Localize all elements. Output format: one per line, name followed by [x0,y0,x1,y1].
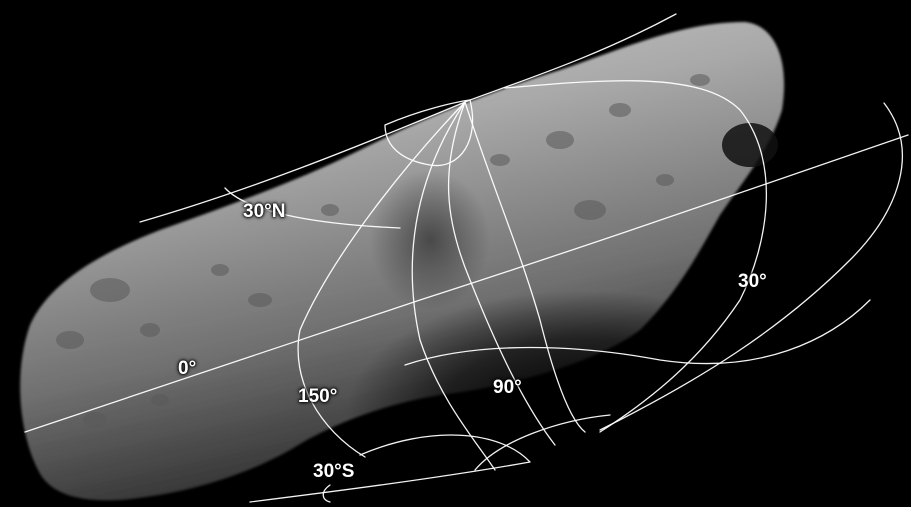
latitude-30s-line [249,434,531,503]
right-arc [599,102,903,431]
latitude-30n-line [224,187,401,229]
label-30n: 30°N [243,201,286,222]
label-30: 30° [738,271,767,292]
label-150: 150° [298,386,338,407]
meridian-60 [447,101,556,446]
label-90: 90° [493,377,522,398]
craters [56,74,710,428]
lower-arc [404,299,871,366]
meridian-30 [504,80,768,433]
equator-line [24,134,909,433]
label-0: 0° [178,358,197,379]
dark-crater [722,123,778,167]
asteroid-shadow [306,239,706,443]
coordinate-grid [24,13,909,503]
label-30s: 30°S [313,461,355,482]
meridian-150 [297,101,466,458]
pole-loop [384,99,474,167]
saddle-crater [370,170,490,310]
meridian-90 [464,101,586,433]
southern-arc [474,414,611,471]
meridian-120 [411,101,496,471]
latitude-30n-upper [139,13,677,223]
south-tick [322,484,331,503]
